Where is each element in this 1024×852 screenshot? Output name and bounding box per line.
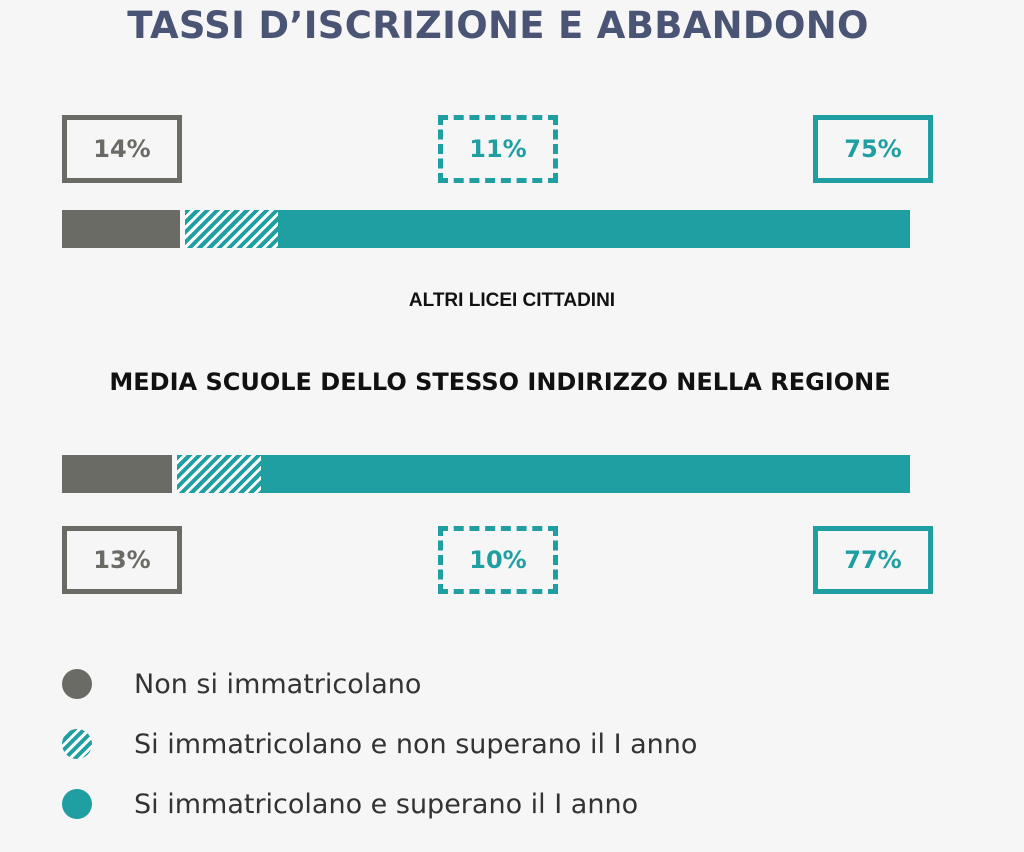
stacked-bar-altri-licei bbox=[62, 210, 910, 248]
legend-item-non-immatricolano: Non si immatricolano bbox=[62, 664, 421, 704]
bar-gap bbox=[180, 210, 186, 248]
legend-item-non-superano: Si immatricolano e non superano il I ann… bbox=[62, 724, 697, 764]
bar-segment-superano bbox=[260, 455, 910, 493]
value-label-g1-s2: 11% bbox=[438, 115, 558, 183]
group-label-media-regione: MEDIA SCUOLE DELLO STESSO INDIRIZZO NELL… bbox=[109, 368, 891, 396]
value-label-g1-s1: 14% bbox=[62, 115, 182, 183]
value-label-g1-s3: 75% bbox=[813, 115, 933, 183]
chart-title: TASSI D’ISCRIZIONE E ABBANDONO bbox=[127, 4, 869, 47]
legend-label: Si immatricolano e non superano il I ann… bbox=[134, 728, 698, 760]
stacked-bar-media-regione bbox=[62, 455, 910, 493]
group-label-altri-licei: ALTRI LICEI CITTADINI bbox=[408, 290, 616, 311]
bar-gap bbox=[171, 455, 177, 493]
value-label-g2-s2: 10% bbox=[438, 526, 558, 594]
bar-segment-non-immatricolano bbox=[62, 210, 181, 248]
legend-label: Non si immatricolano bbox=[134, 668, 422, 700]
bar-segment-non-immatricolano bbox=[62, 455, 172, 493]
bar-segment-non-superano bbox=[176, 455, 261, 493]
bar-segment-superano bbox=[277, 210, 910, 248]
legend-item-superano: Si immatricolano e superano il I anno bbox=[62, 784, 638, 824]
legend-swatch-hatched-icon bbox=[62, 729, 92, 759]
value-label-g2-s3: 77% bbox=[813, 526, 933, 594]
bar-segment-non-superano bbox=[185, 210, 278, 248]
legend-label: Si immatricolano e superano il I anno bbox=[134, 788, 639, 820]
legend-swatch-gray-icon bbox=[62, 669, 92, 699]
legend-swatch-teal-icon bbox=[62, 789, 92, 819]
value-label-g2-s1: 13% bbox=[62, 526, 182, 594]
